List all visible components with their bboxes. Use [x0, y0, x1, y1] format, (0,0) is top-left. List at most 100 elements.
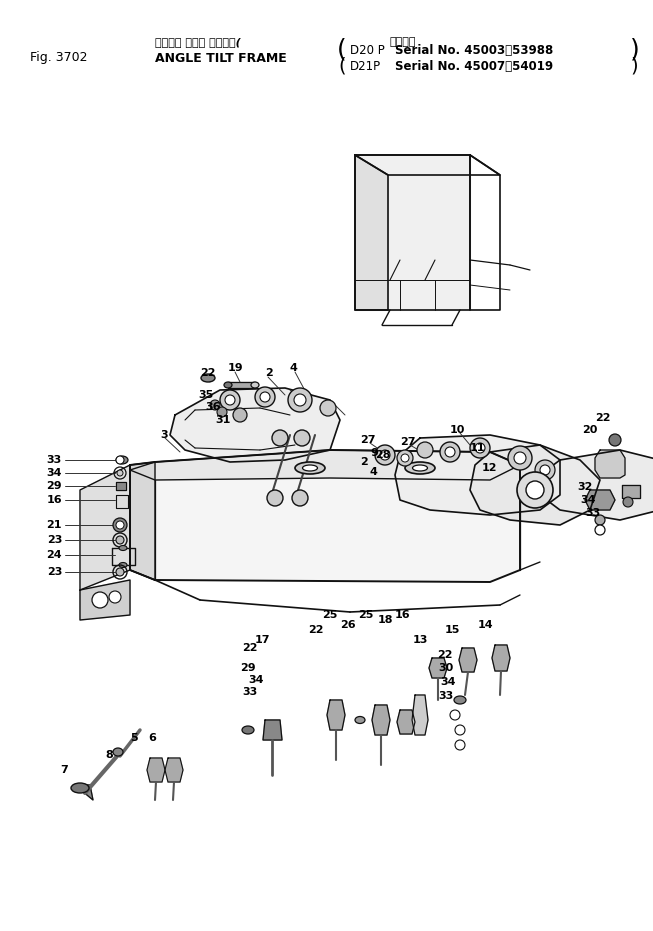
Text: 24: 24	[46, 550, 62, 560]
Circle shape	[609, 434, 621, 446]
Circle shape	[220, 390, 240, 410]
Text: 20: 20	[582, 425, 597, 435]
Text: 22: 22	[308, 625, 323, 635]
Text: 9: 9	[370, 448, 378, 458]
Polygon shape	[622, 485, 640, 498]
Text: 33: 33	[585, 508, 600, 518]
Text: 23: 23	[46, 567, 62, 577]
Circle shape	[116, 568, 124, 576]
Circle shape	[470, 438, 490, 458]
Ellipse shape	[119, 546, 127, 550]
Circle shape	[116, 456, 124, 464]
Ellipse shape	[251, 382, 259, 388]
Polygon shape	[116, 495, 128, 508]
Circle shape	[514, 452, 526, 464]
Polygon shape	[355, 155, 470, 310]
Circle shape	[535, 460, 555, 480]
Circle shape	[380, 450, 390, 460]
Ellipse shape	[116, 456, 128, 464]
Circle shape	[210, 400, 220, 410]
Circle shape	[109, 591, 121, 603]
Circle shape	[475, 443, 485, 453]
Polygon shape	[130, 462, 155, 580]
Text: 2: 2	[265, 368, 273, 378]
Polygon shape	[327, 700, 345, 730]
Polygon shape	[459, 648, 477, 672]
Circle shape	[595, 525, 605, 535]
Text: ANGLE TILT FRAME: ANGLE TILT FRAME	[155, 51, 287, 64]
Polygon shape	[147, 758, 165, 782]
Polygon shape	[595, 450, 625, 478]
Circle shape	[116, 521, 124, 529]
Ellipse shape	[295, 462, 325, 474]
Circle shape	[267, 490, 283, 506]
Text: 4: 4	[290, 363, 298, 373]
Polygon shape	[228, 382, 255, 388]
Text: D20 P: D20 P	[350, 44, 385, 57]
Ellipse shape	[113, 748, 123, 756]
Circle shape	[508, 446, 532, 470]
Polygon shape	[412, 695, 428, 735]
Text: 32: 32	[577, 482, 592, 492]
Text: 35: 35	[198, 390, 214, 400]
Text: D21P: D21P	[350, 60, 381, 73]
Text: 34: 34	[440, 677, 456, 687]
Polygon shape	[540, 450, 653, 520]
Text: 22: 22	[595, 413, 611, 423]
Polygon shape	[80, 465, 130, 590]
Text: 21: 21	[46, 520, 62, 530]
Text: 25: 25	[322, 610, 338, 620]
Text: 33: 33	[47, 455, 62, 465]
Ellipse shape	[355, 717, 365, 723]
Circle shape	[455, 740, 465, 750]
Polygon shape	[130, 450, 520, 480]
Text: 23: 23	[46, 535, 62, 545]
Polygon shape	[75, 785, 93, 800]
Circle shape	[417, 442, 433, 458]
Polygon shape	[429, 658, 447, 678]
Text: 33: 33	[242, 687, 257, 697]
Circle shape	[217, 407, 227, 417]
Text: ): )	[630, 38, 640, 62]
Text: 22: 22	[437, 650, 453, 660]
Text: Serial No. 45003～53988: Serial No. 45003～53988	[395, 44, 553, 57]
Circle shape	[292, 490, 308, 506]
Ellipse shape	[405, 462, 435, 474]
Circle shape	[450, 710, 460, 720]
Text: (: (	[338, 57, 345, 75]
Circle shape	[440, 442, 460, 462]
Ellipse shape	[413, 465, 428, 471]
Text: 7: 7	[60, 765, 68, 775]
Circle shape	[260, 392, 270, 402]
Text: 25: 25	[358, 610, 374, 620]
Text: 34: 34	[46, 468, 62, 478]
Polygon shape	[395, 435, 560, 515]
Ellipse shape	[454, 696, 466, 704]
Text: 12: 12	[482, 463, 498, 473]
Text: 26: 26	[340, 620, 356, 630]
Text: 22: 22	[200, 368, 215, 378]
Text: 3: 3	[160, 430, 168, 440]
Circle shape	[375, 445, 395, 465]
Circle shape	[540, 465, 550, 475]
Text: 29: 29	[46, 481, 62, 491]
Ellipse shape	[302, 465, 317, 471]
Circle shape	[113, 518, 127, 532]
Text: 17: 17	[255, 635, 270, 645]
Text: 10: 10	[450, 425, 466, 435]
Text: 30: 30	[438, 663, 453, 673]
Circle shape	[445, 447, 455, 457]
Circle shape	[288, 388, 312, 412]
Ellipse shape	[119, 562, 127, 568]
Text: 5: 5	[130, 733, 138, 743]
Text: 11: 11	[470, 443, 485, 453]
Circle shape	[117, 470, 123, 476]
Polygon shape	[170, 388, 340, 462]
Text: 適用号機: 適用号機	[390, 37, 417, 47]
Text: 18: 18	[378, 615, 394, 625]
Text: 13: 13	[413, 635, 428, 645]
Text: 22: 22	[242, 643, 257, 653]
Polygon shape	[397, 710, 415, 734]
Circle shape	[294, 394, 306, 406]
Text: 8: 8	[105, 750, 113, 760]
